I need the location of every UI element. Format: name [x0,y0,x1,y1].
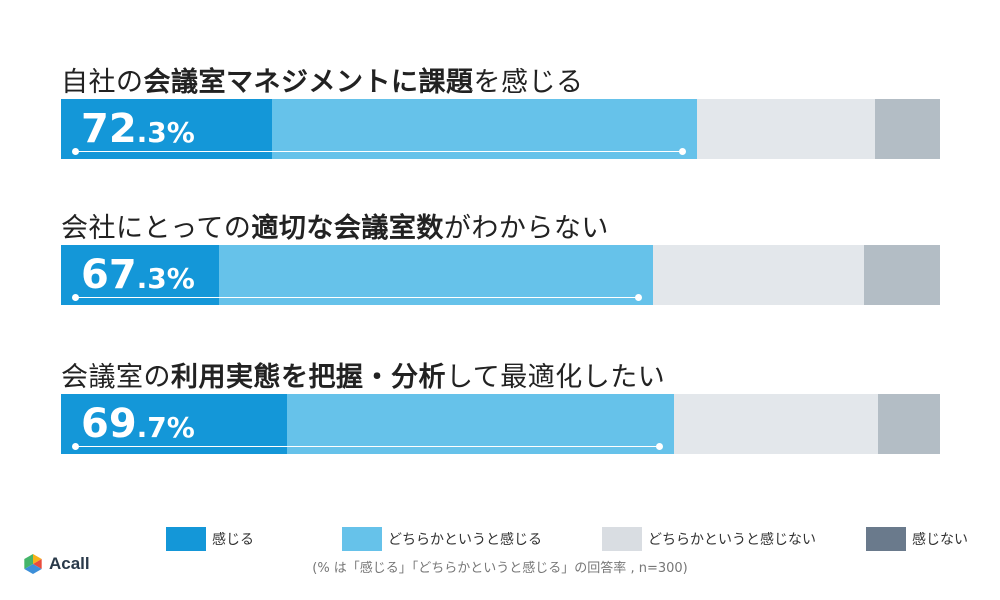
summary-bracket [72,294,642,301]
category-label: 会議室の利用実態を把握・分析して最適化したい [61,355,665,394]
legend-swatch [166,527,206,551]
legend-swatch [342,527,382,551]
legend-label: 感じない [912,532,968,548]
bar-segment [874,99,940,159]
legend: 感じる どちらかというと感じる どちらかというと感じない 感じない [166,527,968,551]
bar-segment [652,245,864,305]
legend-item: どちらかというと感じる [342,527,542,551]
summary-label-integer: 69 [81,401,137,447]
legend-item: 感じない [866,527,968,551]
legend-swatch [602,527,642,551]
category-label-bold: 適切な会議室数 [251,213,444,244]
bar-segment [696,99,875,159]
category-label-post: がわからない [443,213,609,244]
summary-label-integer: 67 [81,252,137,298]
bar-segment [286,394,674,454]
bar-segment [271,99,697,159]
legend-label: どちらかというと感じない [648,532,816,548]
summary-bracket [72,443,663,450]
category-label: 会社にとっての適切な会議室数がわからない [61,206,609,245]
category-label-post: を感じる [473,67,584,98]
summary-label-decimal: .7% [136,411,195,444]
summary-label: 72.3% [81,99,195,159]
bar-segment [863,245,940,305]
legend-label: どちらかというと感じる [388,532,542,548]
footnote: (% は「感じる」「どちらかというと感じる」の回答率 , n=300) [312,561,688,576]
bar-segment [61,245,220,305]
stacked-bar: 67.3% [61,245,940,305]
acall-logo: Acall [22,553,90,575]
stacked-bar: 69.7% [61,394,940,454]
category-label-bold: 会議室マネジメントに課題 [143,67,474,98]
category-label-post: して最適化したい [446,362,666,393]
legend-item: 感じる [166,527,254,551]
legend-swatch [866,527,906,551]
legend-label: 感じる [212,532,254,548]
summary-label-decimal: .3% [136,262,195,295]
bar-segment [61,394,287,454]
legend-item: どちらかというと感じない [602,527,816,551]
summary-label-decimal: .3% [136,116,195,149]
category-label: 自社の会議室マネジメントに課題を感じる [61,60,584,99]
bar-segment [673,394,879,454]
summary-label-integer: 72 [81,106,137,152]
brand-name: Acall [49,554,90,573]
category-label-pre: 自社の [61,67,144,98]
category-label-pre: 会社にとっての [61,213,252,244]
bar-segment [878,394,940,454]
stacked-bar: 72.3% [61,99,940,159]
category-label-bold: 利用実態を把握・分析 [171,362,446,393]
summary-label: 67.3% [81,245,195,305]
acall-logo-icon [24,554,42,574]
summary-label: 69.7% [81,394,195,454]
bar-segment [61,99,272,159]
category-label-pre: 会議室の [61,362,171,393]
bar-segment [219,245,653,305]
summary-bracket [72,148,686,155]
